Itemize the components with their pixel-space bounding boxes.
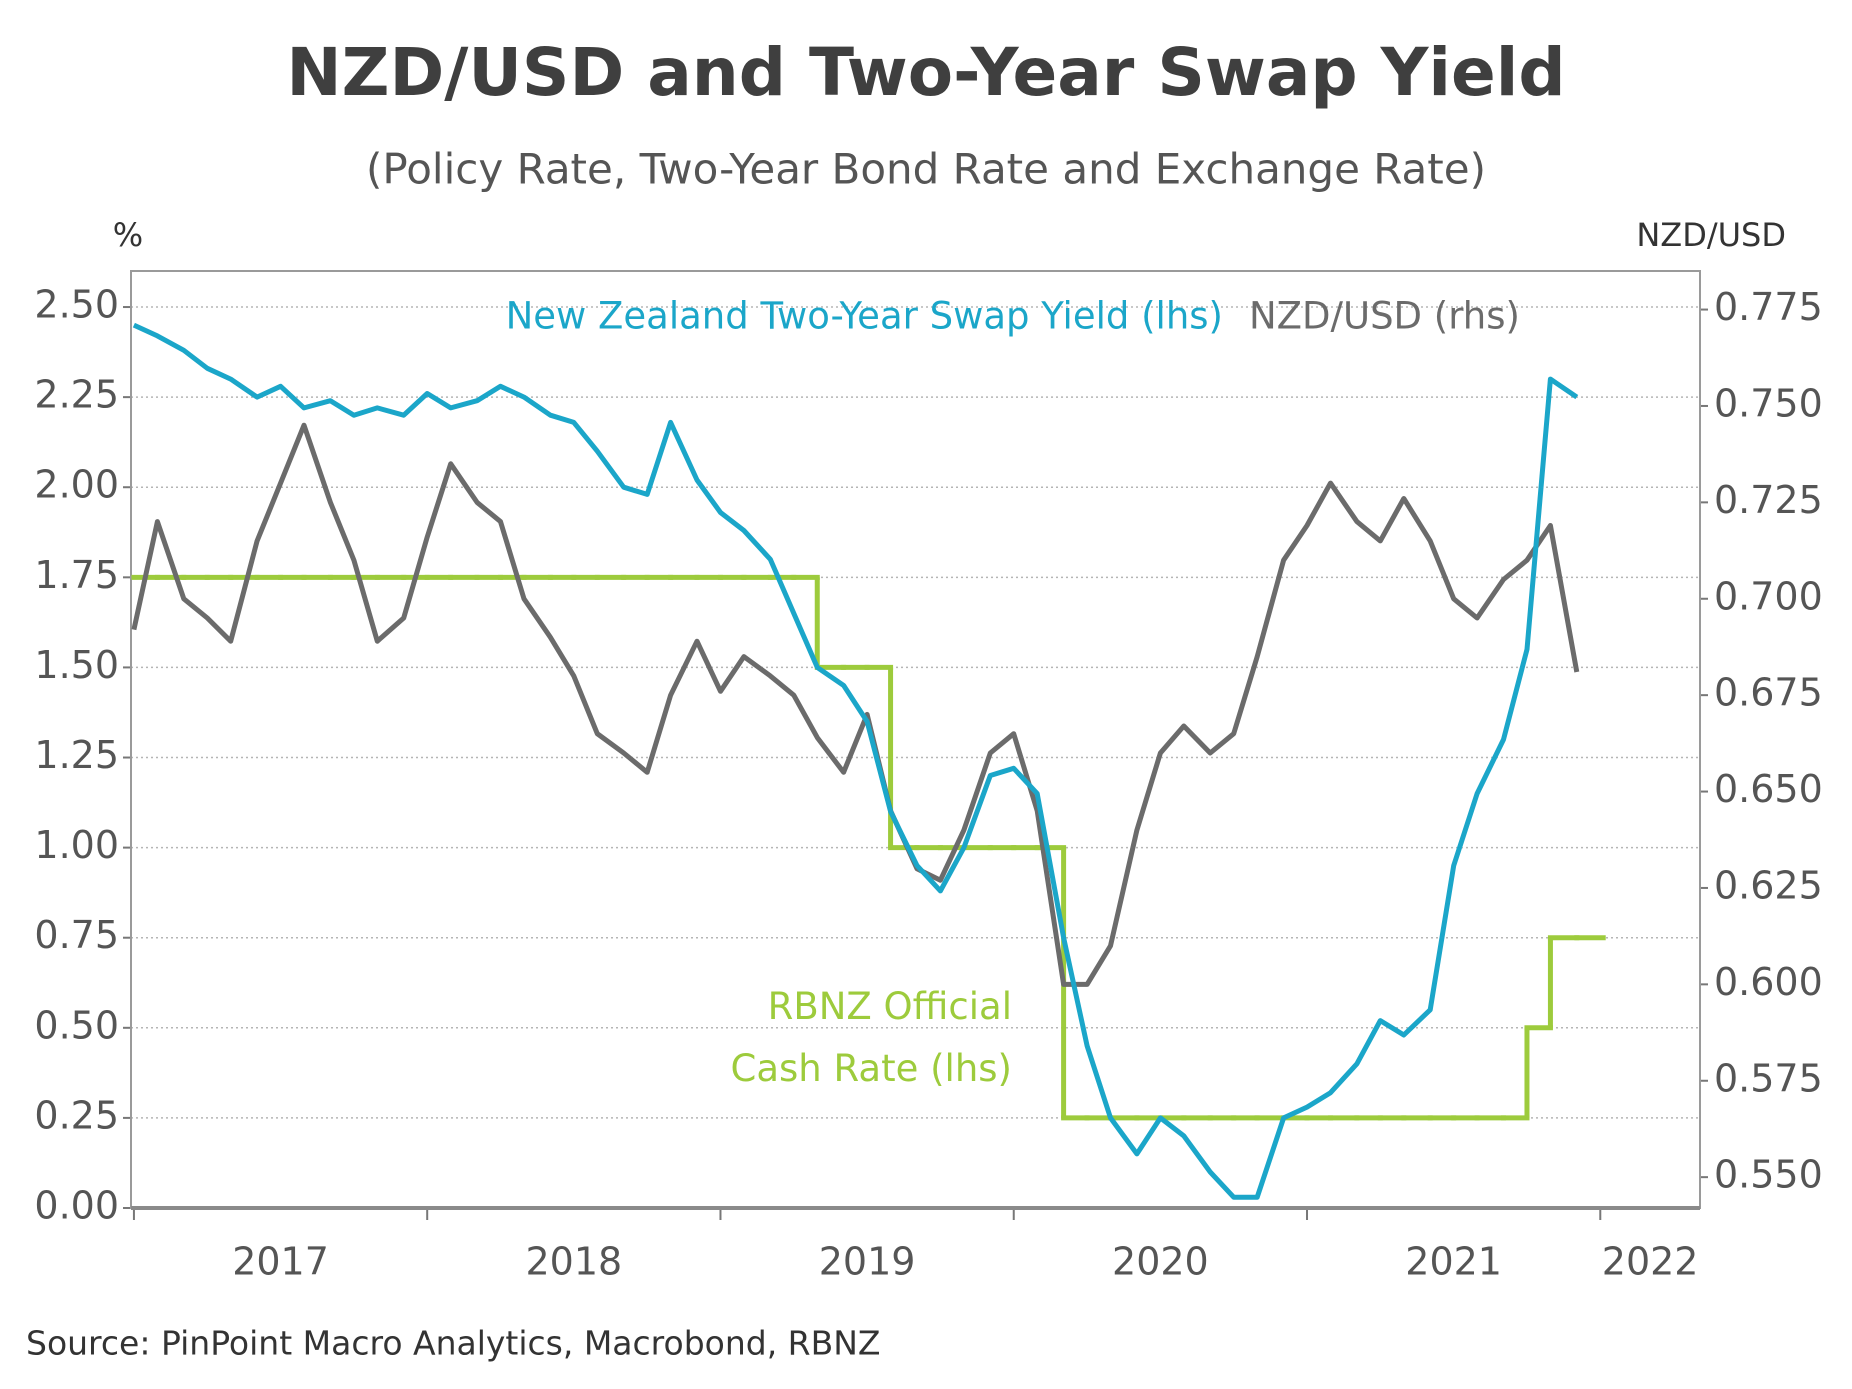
y2-axis-label: NZD/USD: [1636, 216, 1786, 254]
y2-tick-label: 0.775: [1714, 285, 1823, 329]
x-tick-label: 2018: [525, 1240, 622, 1284]
series-line: [132, 322, 1579, 1200]
y-tick-label: 0.00: [34, 1184, 119, 1228]
x-tick-label: 2021: [1405, 1240, 1502, 1284]
chart-title: NZD/USD and Two-Year Swap Yield: [286, 34, 1565, 111]
x-tick-label: 2019: [819, 1240, 916, 1284]
source-note: Source: PinPoint Macro Analytics, Macrob…: [26, 1324, 881, 1363]
y-tick-label: 1.75: [34, 553, 119, 597]
x-tick-label: 2022: [1602, 1240, 1699, 1284]
y-tick-label: 0.50: [34, 1003, 119, 1047]
y2-tick-label: 0.725: [1714, 478, 1823, 522]
y2-tick-label: 0.625: [1714, 863, 1823, 907]
y2-tick-label: 0.750: [1714, 381, 1823, 425]
y2-tick-label: 0.575: [1714, 1056, 1823, 1100]
y-tick-label: 0.25: [34, 1093, 119, 1137]
series-annotation: RBNZ Official Cash Rate (lhs): [730, 985, 1012, 1090]
series-line: [131, 422, 1580, 987]
x-tick-label: 2020: [1112, 1240, 1209, 1284]
y-tick-label: 0.75: [34, 913, 119, 957]
y2-tick-label: 0.700: [1714, 574, 1823, 618]
y2-tick-label: 0.600: [1714, 960, 1823, 1004]
y-tick-label: 2.25: [34, 373, 119, 417]
y-tick-label: 1.00: [34, 823, 119, 867]
x-tick-label: 2017: [232, 1240, 329, 1284]
series-annotation: NZD/USD (rhs): [1249, 295, 1520, 338]
y-tick-label: 2.50: [34, 283, 119, 327]
y-tick-label: 1.25: [34, 733, 119, 777]
series-annotation: New Zealand Two-Year Swap Yield (lhs): [506, 295, 1223, 338]
y-tick-label: 2.00: [34, 463, 119, 507]
chart-subtitle: (Policy Rate, Two-Year Bond Rate and Exc…: [366, 145, 1486, 194]
y2-tick-label: 0.550: [1714, 1153, 1823, 1197]
y-tick-label: 1.50: [34, 643, 119, 687]
y2-tick-label: 0.675: [1714, 671, 1823, 715]
y-axis-label: %: [113, 216, 143, 254]
y2-tick-label: 0.650: [1714, 767, 1823, 811]
